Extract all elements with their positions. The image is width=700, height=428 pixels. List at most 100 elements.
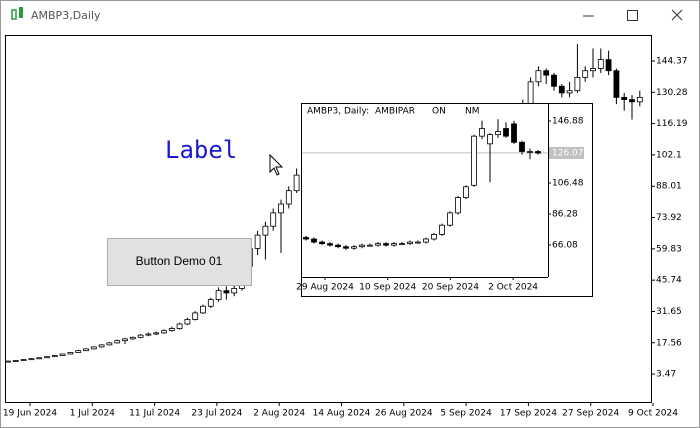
inset-tag: NM bbox=[465, 107, 480, 117]
candle-body bbox=[431, 234, 437, 240]
candle-body bbox=[415, 241, 421, 244]
y-tick-label: 146.88 bbox=[552, 116, 584, 126]
candle-body bbox=[176, 323, 183, 329]
x-tick-label: 23 Jul 2024 bbox=[191, 409, 242, 419]
candle-body bbox=[200, 305, 206, 314]
candle-body bbox=[98, 344, 105, 348]
mouse-cursor bbox=[269, 153, 284, 176]
button-text[interactable]: Button Demo 01 bbox=[136, 254, 223, 268]
candle-body bbox=[519, 141, 525, 152]
candle-body bbox=[503, 128, 509, 137]
candle-body bbox=[129, 336, 136, 340]
text-label: Label bbox=[165, 136, 237, 164]
candle-body bbox=[83, 348, 89, 352]
candle-body bbox=[511, 123, 517, 143]
candle-body bbox=[145, 333, 152, 336]
candle-body bbox=[527, 81, 534, 105]
candle-body bbox=[168, 328, 175, 332]
candle-body bbox=[254, 234, 261, 249]
candle-body bbox=[543, 70, 550, 76]
close-button[interactable] bbox=[671, 9, 683, 21]
y-tick-label: 17.56 bbox=[656, 338, 682, 348]
candle-body bbox=[122, 338, 128, 342]
x-tick-label: 14 Aug 2024 bbox=[313, 409, 371, 419]
candle-body bbox=[44, 356, 50, 359]
inset-title: AMBP3, Daily: bbox=[307, 107, 369, 117]
candle-body bbox=[629, 99, 635, 103]
candle-body bbox=[479, 128, 485, 137]
candle-body bbox=[423, 238, 429, 243]
y-tick-label: 31.65 bbox=[656, 307, 682, 317]
inset-frame bbox=[301, 103, 593, 297]
candle-body bbox=[335, 244, 341, 248]
candle-body bbox=[447, 212, 453, 226]
candle-body bbox=[343, 246, 349, 249]
candle-body bbox=[5, 360, 11, 363]
candle-body bbox=[231, 288, 238, 294]
candle-body bbox=[621, 96, 628, 100]
inset-chart: AMBP3, Daily: AMBIPAR ON NM 146.88 106.48… bbox=[296, 103, 593, 297]
candle-body bbox=[590, 68, 596, 72]
inset-subtitle: AMBIPAR bbox=[375, 107, 415, 117]
current-price-tag bbox=[549, 146, 584, 159]
candle-body bbox=[351, 246, 357, 249]
demo-button[interactable] bbox=[107, 238, 252, 286]
candle-body bbox=[535, 151, 541, 154]
candle-body bbox=[75, 350, 82, 353]
candle-body bbox=[487, 134, 493, 145]
x-tick-label: 9 Oct 2024 bbox=[628, 409, 678, 419]
y-tick-label: 116.19 bbox=[656, 119, 688, 129]
candle-body bbox=[407, 241, 413, 245]
candle-body bbox=[90, 346, 97, 350]
candle-body bbox=[51, 355, 58, 358]
x-tick-label: 1 Jul 2024 bbox=[70, 409, 115, 419]
candle-body bbox=[137, 334, 144, 338]
y-tick-label: 130.28 bbox=[656, 88, 688, 98]
candle-body bbox=[161, 330, 167, 334]
candle-body bbox=[192, 312, 199, 320]
candle-body bbox=[582, 70, 589, 78]
candle-body bbox=[293, 174, 300, 192]
y-tick-label: 73.92 bbox=[656, 213, 682, 223]
candle-body bbox=[67, 352, 74, 355]
candle-body bbox=[383, 243, 389, 246]
y-tick-label: 86.28 bbox=[552, 210, 578, 220]
candle-body bbox=[36, 357, 43, 360]
x-tick-label: 5 Sep 2024 bbox=[440, 409, 492, 419]
candle-body bbox=[59, 353, 66, 356]
x-tick-label: 29 Aug 2024 bbox=[296, 283, 354, 293]
candle-body bbox=[535, 70, 542, 83]
candle-body bbox=[28, 358, 35, 361]
candle-body bbox=[391, 243, 397, 246]
y-tick-label: 45.74 bbox=[656, 276, 682, 286]
candle-body bbox=[495, 131, 501, 136]
candle-body bbox=[399, 243, 405, 246]
candle-body bbox=[558, 85, 565, 94]
current-price-label: 126.07 bbox=[552, 148, 584, 158]
candle-body bbox=[184, 319, 191, 325]
candle-body bbox=[207, 299, 214, 307]
y-tick-label: 106.48 bbox=[552, 179, 584, 189]
candle-body bbox=[114, 340, 121, 344]
candle-body bbox=[285, 190, 292, 205]
y-tick-label: 66.08 bbox=[552, 241, 578, 251]
x-tick-label: 10 Sep 2024 bbox=[359, 283, 416, 293]
chart-objects: Button Demo 01 Label bbox=[107, 136, 284, 286]
candle-body bbox=[597, 59, 604, 69]
candle-body bbox=[270, 212, 277, 227]
y-tick-label: 88.01 bbox=[656, 182, 682, 192]
candle-body bbox=[605, 59, 612, 72]
candle-body bbox=[367, 244, 373, 247]
maximize-button[interactable] bbox=[627, 10, 638, 21]
candle-body bbox=[359, 244, 365, 248]
candle-body bbox=[106, 342, 113, 346]
candle-body bbox=[455, 197, 461, 214]
x-tick-label: 2 Oct 2024 bbox=[488, 283, 538, 293]
y-tick-label: 3.47 bbox=[656, 370, 676, 380]
candle-body bbox=[20, 359, 27, 361]
candle-body bbox=[12, 360, 19, 362]
x-tick-label: 11 Jul 2024 bbox=[129, 409, 180, 419]
inset-tag: ON bbox=[432, 107, 446, 117]
x-tick-label: 20 Sep 2024 bbox=[422, 283, 479, 293]
